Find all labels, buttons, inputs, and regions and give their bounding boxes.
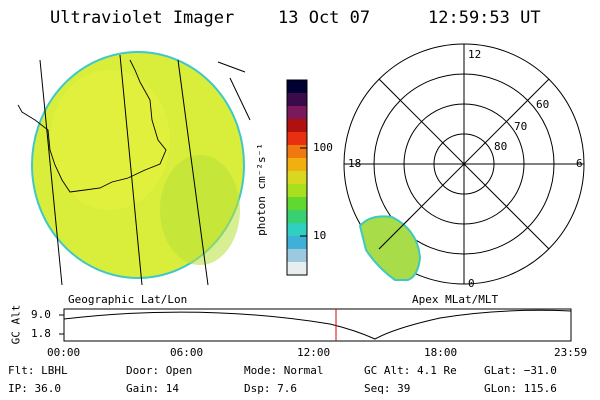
date-text: 13 Oct 07 [278,8,371,28]
colorbar-segment [287,223,307,237]
mlt-label-18: 18 [348,157,362,170]
altitude-xtick: 06:00 [170,346,204,359]
colorbar-segment [287,262,307,276]
altitude-xtick: 18:00 [424,346,458,359]
altitude-ytick: 1.8 [31,327,51,340]
altitude-xtick: 23:59 [554,346,588,359]
altitude-ytick: 9.0 [31,308,51,321]
meridian-line [119,54,143,286]
instrument-title: Ultraviolet Imager [50,8,235,28]
filter-status: Flt: LBHL [8,364,68,377]
colorbar-tick-label: 10 [313,229,327,242]
glon-status: GLon: 115.6 [484,382,557,395]
door-status: Door: Open [126,364,193,377]
colorbar-segment [287,119,307,133]
altitude-axis-label: GC Alt [9,304,23,345]
polar-auroral-patch [358,215,422,281]
meridian-line [39,59,63,286]
colorbar-frame [286,79,308,276]
grid-line [217,61,246,73]
colorbar-segment [287,145,307,159]
altitude-frame [63,308,572,342]
mlt-label-12: 12 [468,48,482,61]
colorbar-segment [287,93,307,107]
altitude-plot [59,308,572,342]
colorbar-segment [287,80,307,94]
polar-grid [343,43,585,285]
geo-dim-region [160,155,240,265]
mlat-label-70: 70 [514,120,528,133]
altitude-xtick: 12:00 [297,346,331,359]
colorbar-segment [287,106,307,120]
geo-bright-region [50,70,170,210]
colorbar-tick-label: 100 [313,141,333,154]
colorbar-segment [287,184,307,198]
ip-status: IP: 36.0 [8,382,61,395]
mlt-label-6: 6 [576,157,583,170]
altitude-xtick: 00:00 [47,346,81,359]
colorbar-segment [287,210,307,224]
colorbar-segment [287,197,307,211]
polar-panel-label: Apex MLat/MLT [412,293,499,306]
colorbar-unit-label: photon cm⁻²s⁻¹ [254,143,268,236]
colorbar-segment [287,249,307,263]
gc-alt-status: GC Alt: 4.1 Re [364,364,457,377]
seq-status: Seq: 39 [364,382,411,395]
dsp-status: Dsp: 7.6 [244,382,297,395]
meridian-line [177,59,209,286]
mlt-label-0: 0 [468,277,475,290]
mlat-label-60: 60 [536,98,550,111]
colorbar-segment [287,236,307,250]
time-text: 12:59:53 UT [428,8,541,28]
gain-status: Gain: 14 [126,382,179,395]
geographic-image [17,51,251,286]
geo-panel-label: Geographic Lat/Lon [68,293,188,306]
altitude-curve [63,309,572,340]
mlat-label-80: 80 [494,140,508,153]
colorbar-segment [287,171,307,185]
glat-status: GLat: −31.0 [484,364,557,377]
colorbar [286,79,308,276]
colorbar-segment [287,132,307,146]
coastline [17,59,167,193]
mode-status: Mode: Normal [244,364,324,377]
colorbar-segment [287,158,307,172]
meridian-line [229,77,251,121]
